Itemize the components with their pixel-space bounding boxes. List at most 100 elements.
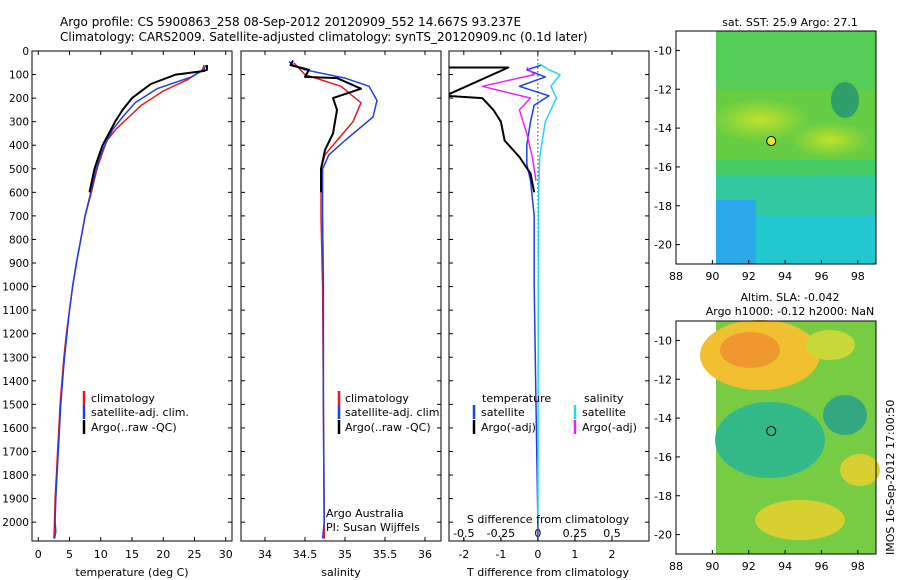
map-x-tick-label: 94 xyxy=(778,560,792,573)
depth-tick-label: 1500 xyxy=(2,399,29,411)
sla-high-south xyxy=(755,500,845,540)
temperature-lines xyxy=(53,64,208,539)
legend-header-temperature: temperature xyxy=(482,392,551,405)
x-tick-label: 0 xyxy=(534,548,541,561)
salinity-xlabel: salinity xyxy=(321,566,361,579)
depth-tick-label: 900 xyxy=(9,258,29,270)
legend-label-climatology: climatology xyxy=(345,392,409,405)
salinity-lines xyxy=(288,59,378,539)
x-tick-label: 2 xyxy=(608,548,615,561)
legend-label-satellite-adj: satellite-adj. clim. xyxy=(345,406,443,419)
map-x-tick-label: 90 xyxy=(705,560,719,573)
sla-map-title-line1: Altim. SLA: -0.042 xyxy=(740,291,839,304)
sla-high-south-east xyxy=(840,454,880,486)
legend-label-climatology: climatology xyxy=(91,392,155,405)
s-tick-label: -0.25 xyxy=(487,527,515,540)
map-x-tick-label: 90 xyxy=(705,270,719,283)
x-tick-label: 20 xyxy=(156,548,170,561)
temperature-panel: 0100200300400500600700800900100011001200… xyxy=(2,46,232,579)
legend-label-argo: Argo(..raw -QC) xyxy=(345,421,431,434)
x-tick-label: 36 xyxy=(418,548,432,561)
sla-map-ticks: 88 90 92 94 96 98 -10 -12 -14 -16 -18 -20 xyxy=(654,334,865,573)
salinity-difference-ticks: -0.5 -0.25 0 0.25 0.5 xyxy=(453,527,621,541)
legend-label-satellite-adj: satellite-adj. clim. xyxy=(91,406,189,419)
sst-warm-patch-east xyxy=(790,122,870,158)
sla-mid-north-east xyxy=(805,330,855,360)
sla-map-frame xyxy=(675,320,877,555)
legend-label-t-satellite: satellite xyxy=(481,406,525,419)
depth-tick-label: 1200 xyxy=(2,329,29,341)
series-line xyxy=(53,64,205,539)
map-y-tick-label: -20 xyxy=(654,529,672,542)
salinity-difference-label: S difference from climatology xyxy=(467,513,630,526)
salinity-panel: 34 34.5 35 35.5 36 salinity climatology sate… xyxy=(240,50,443,579)
sst-map-title: sat. SST: 25.9 Argo: 27.1 xyxy=(722,16,858,29)
map-y-tick-label: -14 xyxy=(654,412,672,425)
figure-title-line1: Argo profile: CS 5900863_258 08-Sep-2012… xyxy=(60,15,521,29)
map-y-tick-label: -16 xyxy=(654,451,672,464)
depth-tick-label: 400 xyxy=(9,140,29,152)
map-x-tick-label: 88 xyxy=(669,560,683,573)
depth-tick-label: 500 xyxy=(9,164,29,176)
imos-timestamp: IMOS 16-Sep-2012 17:00:50 xyxy=(884,400,897,555)
sst-map-frame xyxy=(675,30,877,265)
depth-tick-label: 1100 xyxy=(2,305,29,317)
series-line xyxy=(288,61,378,539)
s-tick-label: 0.5 xyxy=(603,527,621,540)
legend-label-s-satellite: satellite xyxy=(582,406,626,419)
map-y-tick-label: -16 xyxy=(654,161,672,174)
depth-ticks: 0 100 200 300 400 500 600 700 800 900 1000 1100 1200… xyxy=(2,46,232,529)
depth-tick-label: 1400 xyxy=(2,376,29,388)
sst-field xyxy=(710,31,876,264)
map-y-tick-label: -10 xyxy=(654,334,672,347)
annotation-argo-australia: Argo Australia xyxy=(326,507,404,520)
depth-tick-label: 800 xyxy=(9,234,29,246)
map-y-tick-label: -12 xyxy=(654,373,672,386)
argo-position-marker xyxy=(766,136,777,147)
x-tick-label: -2 xyxy=(458,548,469,561)
annotation-pi: PI: Susan Wijffels xyxy=(326,521,420,534)
series-line xyxy=(289,59,362,193)
depth-tick-label: 700 xyxy=(9,211,29,223)
temperature-axes-frame xyxy=(31,50,233,542)
legend-header-salinity: salinity xyxy=(584,392,624,405)
sla-low-center xyxy=(715,402,825,478)
depth-tick-label: 2000 xyxy=(2,517,29,529)
s-tick-label: -0.5 xyxy=(453,527,474,540)
salinity-x-ticks: 34 34.5 35 35.5 36 xyxy=(258,51,432,561)
map-x-tick-label: 88 xyxy=(669,270,683,283)
difference-xlabel: T difference from climatology xyxy=(466,566,629,579)
x-tick-label: 10 xyxy=(94,548,108,561)
x-tick-label: 25 xyxy=(188,548,202,561)
temperature-legend: climatology satellite-adj. clim. Argo(..… xyxy=(82,391,189,434)
s-tick-label: 0.25 xyxy=(563,527,588,540)
x-tick-label: 0 xyxy=(35,548,42,561)
x-tick-label: 5 xyxy=(66,548,73,561)
map-y-tick-label: -18 xyxy=(654,200,672,213)
depth-tick-label: 600 xyxy=(9,187,29,199)
x-tick-label: 1 xyxy=(571,548,578,561)
sst-map-panel: sat. SST: 25.9 Argo: 27.1 88 90 92 94 96 98 -1… xyxy=(654,16,877,283)
map-x-tick-label: 96 xyxy=(814,270,828,283)
map-x-tick-label: 98 xyxy=(851,270,865,283)
figure-title-line2: Climatology: CARS2009. Satellite-adjuste… xyxy=(60,30,588,44)
x-tick-label: -1 xyxy=(495,548,506,561)
difference-panel: -2 -1 0 1 2 -0.5 -0.25 0 0.25 0.5 S difference f… xyxy=(448,50,650,579)
sla-field xyxy=(700,320,880,554)
series-line xyxy=(53,64,207,539)
map-y-tick-label: -18 xyxy=(654,490,672,503)
sla-high-core xyxy=(720,332,780,368)
difference-legend: temperature salinity satellite Argo(-adj… xyxy=(472,392,637,434)
depth-tick-label: 1000 xyxy=(2,282,29,294)
map-y-tick-label: -12 xyxy=(654,83,672,96)
series-line xyxy=(449,66,536,193)
x-tick-label: 30 xyxy=(219,548,233,561)
depth-tick-label: 200 xyxy=(9,93,29,105)
legend-label-t-argo: Argo(-adj) xyxy=(481,421,536,434)
legend-label-s-argo: Argo(-adj) xyxy=(582,421,637,434)
series-line xyxy=(537,63,561,523)
sst-warm-patch xyxy=(710,98,810,142)
depth-tick-label: 0 xyxy=(22,46,29,58)
map-x-tick-label: 96 xyxy=(814,560,828,573)
